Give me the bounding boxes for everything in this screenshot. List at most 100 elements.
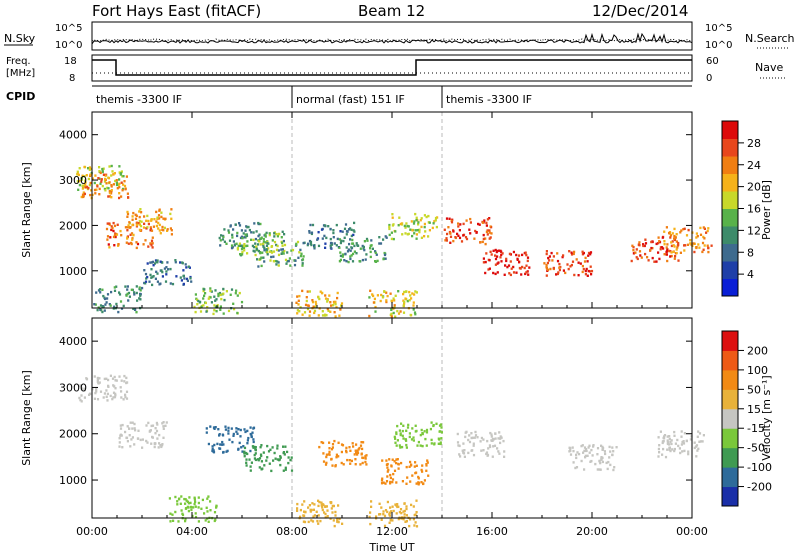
heatmap-cell (187, 509, 190, 513)
heatmap-cell (524, 251, 527, 254)
heatmap-cell (352, 252, 355, 256)
heatmap-cell (666, 243, 669, 246)
heatmap-cell (698, 246, 701, 249)
heatmap-cell (303, 510, 306, 513)
colorbar-tick-label: 50 (747, 383, 761, 396)
heatmap-cell (246, 240, 249, 243)
heatmap-cell (403, 302, 406, 305)
heatmap-cell (184, 263, 187, 266)
frequency-line (92, 59, 692, 76)
heatmap-cell (99, 304, 103, 307)
heatmap-cell (582, 267, 585, 271)
heatmap-cell (184, 498, 187, 501)
heatmap-cell (390, 300, 393, 303)
heatmap-cell (413, 220, 416, 223)
heatmap-cell (435, 225, 438, 229)
heatmap-cell (129, 445, 132, 448)
heatmap-cell (351, 238, 354, 242)
heatmap-cell (97, 177, 100, 180)
heatmap-cell (95, 388, 98, 391)
heatmap-cell (296, 295, 299, 298)
figure-title: Fort Hays East (fitACF) (92, 2, 261, 20)
heatmap-cell (158, 208, 161, 211)
heatmap-cell (526, 256, 530, 259)
heatmap-cell (408, 432, 411, 435)
heatmap-cell (637, 243, 640, 246)
heatmap-cell (155, 270, 158, 273)
heatmap-cell (79, 398, 82, 402)
heatmap-cell (142, 243, 145, 246)
heatmap-cell (121, 423, 124, 427)
heatmap-cell (390, 231, 393, 234)
heatmap-cell (498, 431, 501, 434)
heatmap-cell (207, 442, 210, 446)
heatmap-cell (156, 423, 159, 426)
heatmap-cell (296, 502, 299, 506)
heatmap-cell (583, 260, 587, 263)
heatmap-cell (420, 217, 423, 220)
heatmap-cell (573, 250, 576, 254)
heatmap-cell (256, 258, 259, 261)
heatmap-cell (586, 454, 589, 457)
heatmap-cell (175, 275, 178, 278)
heatmap-cell (271, 446, 274, 449)
heatmap-cell (350, 459, 353, 463)
heatmap-cell (93, 181, 96, 185)
heatmap-cell (308, 290, 311, 293)
heatmap-cell (232, 228, 235, 231)
heatmap-cell (273, 235, 276, 238)
heatmap-cell (227, 229, 230, 232)
heatmap-cell (308, 231, 311, 234)
heatmap-cell (406, 476, 409, 479)
heatmap-cell (219, 244, 222, 247)
heatmap-cell (338, 260, 341, 263)
heatmap-cell (213, 443, 216, 447)
heatmap-cell (282, 445, 285, 448)
colorbar-swatch (722, 331, 738, 351)
heatmap-cell (148, 429, 152, 433)
heatmap-cell (361, 461, 364, 465)
heatmap-cell (344, 252, 347, 256)
heatmap-cell (132, 211, 135, 215)
heatmap-cell (152, 264, 155, 267)
heatmap-cell (589, 460, 592, 463)
heatmap-cell (113, 244, 116, 247)
heatmap-cell (612, 450, 615, 453)
heatmap-cell (150, 276, 153, 279)
heatmap-cell (528, 266, 531, 269)
heatmap-cell (369, 511, 372, 514)
heatmap-cell (336, 520, 339, 523)
noise-left-tick-bottom: 10^0 (55, 40, 82, 51)
heatmap-cell (97, 382, 100, 385)
heatmap-cell (219, 239, 222, 242)
heatmap-cell (98, 166, 101, 169)
heatmap-cell (415, 471, 418, 474)
heatmap-cell (164, 280, 168, 283)
heatmap-cell (325, 314, 328, 317)
heatmap-cell (215, 298, 218, 301)
heatmap-cell (490, 435, 493, 438)
heatmap-cell (313, 245, 316, 248)
heatmap-cell (161, 225, 164, 229)
heatmap-cell (569, 265, 572, 268)
heatmap-cell (384, 509, 388, 512)
heatmap-cell (315, 510, 318, 513)
heatmap-cell (312, 305, 315, 308)
heatmap-cell (103, 309, 106, 312)
heatmap-cell (313, 514, 316, 517)
heatmap-cell (467, 438, 470, 442)
heatmap-cell (632, 249, 635, 252)
heatmap-cell (156, 259, 159, 262)
heatmap-cell (326, 307, 329, 311)
heatmap-cell (344, 223, 348, 226)
heatmap-cell (423, 225, 426, 229)
heatmap-cell (403, 502, 406, 505)
heatmap-cell (126, 226, 129, 229)
heatmap-cell (638, 250, 642, 253)
heatmap-cell (399, 433, 402, 437)
heatmap-cell (355, 252, 358, 255)
heatmap-cell (243, 450, 246, 453)
heatmap-cell (89, 173, 92, 176)
heatmap-cell (329, 301, 332, 304)
heatmap-cell (426, 461, 429, 464)
